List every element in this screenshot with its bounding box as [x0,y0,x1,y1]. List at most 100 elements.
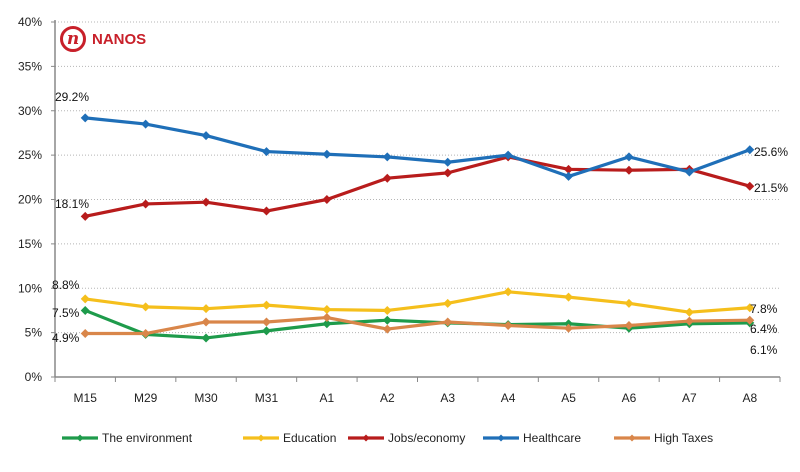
data-point [443,317,453,327]
legend-label: Healthcare [523,431,581,445]
data-point [745,181,755,191]
data-point [322,305,332,315]
legend-item: High Taxes [614,431,713,445]
series-line [85,315,750,336]
x-tick-label: A4 [501,391,516,405]
data-point [80,305,90,315]
legend-marker [497,434,505,442]
legend-marker [257,434,265,442]
nanos-logo: n NANOS [60,26,146,52]
y-tick-label: 20% [18,193,42,207]
data-point [564,292,574,302]
data-point [141,329,151,339]
data-label-first: 4.9% [52,331,80,345]
data-point [201,333,211,343]
data-label-first: 29.2% [55,90,89,104]
legend-label: High Taxes [654,431,713,445]
series-line [85,116,751,179]
data-point [322,149,332,159]
legend: The environment Education Jobs/economy Heal… [62,431,713,445]
legend-marker [362,434,370,442]
data-point [80,113,90,123]
x-tick-label: M15 [74,391,98,405]
data-point [624,298,634,308]
data-point [443,298,453,308]
data-point [624,152,634,162]
data-point [564,164,574,174]
data-point [141,302,151,312]
data-point [261,326,271,336]
data-point [624,165,634,175]
data-point [80,329,90,339]
x-tick-label: A1 [320,391,335,405]
y-tick-label: 10% [18,281,42,295]
data-point [322,313,332,323]
data-point [80,211,90,221]
data-label-last: 7.8% [750,302,778,316]
legend-item: Healthcare [483,431,581,445]
data-point [261,206,271,216]
data-point [382,173,392,183]
y-tick-label: 40% [18,15,42,29]
data-point [141,199,151,209]
x-tick-label: M29 [134,391,158,405]
gridlines [55,21,780,334]
data-point [382,305,392,315]
x-tick-label: A2 [380,391,395,405]
data-point [503,287,513,297]
x-tick-label: A6 [622,391,637,405]
data-point [382,315,392,325]
data-point [322,319,332,329]
data-point [503,150,513,160]
series-lines [80,113,755,343]
x-tick-label: M31 [255,391,279,405]
data-point [684,316,694,326]
data-point [564,323,574,333]
data-labels: 7.5% 6.1% 8.8% 7.8% 18.1% 21.5% 29.2% 25.6% 4.9%… [52,90,788,357]
y-tick-label: 25% [18,148,42,162]
data-point [684,167,694,177]
legend-label: Education [283,431,336,445]
data-label-first: 7.5% [52,306,80,320]
series-education [80,287,755,317]
data-point [745,303,755,313]
data-point [201,197,211,207]
data-point [201,304,211,314]
data-point [624,321,634,331]
y-tick-label: 0% [25,370,43,384]
series-line [84,155,751,218]
data-point [745,315,755,325]
legend-item: The environment [62,431,193,445]
legend-marker [628,434,636,442]
data-point [443,168,453,178]
data-label-last: 21.5% [754,181,788,195]
data-point [503,321,513,331]
x-tick-label: A8 [742,391,757,405]
data-point [261,147,271,157]
data-point [382,152,392,162]
series-line [84,290,750,314]
y-tick-label: 15% [18,237,42,251]
data-label-last: 25.6% [754,145,788,159]
data-point [141,119,151,129]
data-point [745,145,755,155]
series-healthcare [80,113,755,181]
data-label-first: 8.8% [52,278,80,292]
data-label-last: 6.4% [750,322,778,336]
y-tick-label: 35% [18,59,42,73]
data-point [684,307,694,317]
legend-label: The environment [102,431,193,445]
data-point [201,131,211,141]
data-label-last: 6.1% [750,343,778,357]
x-tick-label: M30 [194,391,218,405]
y-tick-label: 5% [25,326,43,340]
x-tick-label: A5 [561,391,576,405]
data-point [322,195,332,204]
legend-item: Education [243,431,336,445]
x-tick-label: A7 [682,391,697,405]
series-high-taxes [80,313,755,339]
data-point [261,317,271,327]
data-point [261,300,271,310]
data-point [80,294,90,304]
